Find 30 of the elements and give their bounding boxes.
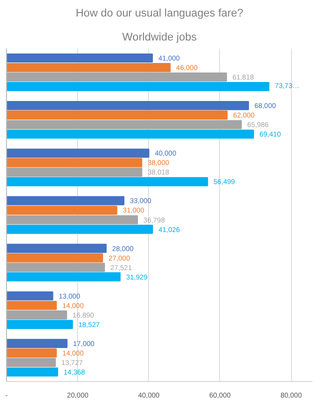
- bar: [6, 262, 105, 272]
- bar: [6, 158, 142, 168]
- bar: [6, 224, 153, 234]
- bar: [6, 310, 68, 320]
- bar: [6, 320, 73, 329]
- chart-title: How do our usual languages fare?: [76, 8, 244, 20]
- bar: [6, 244, 107, 253]
- bar: [6, 82, 270, 92]
- bar: [6, 367, 58, 377]
- bar: [6, 120, 242, 130]
- bar: [6, 148, 150, 158]
- bar: [6, 62, 171, 72]
- bar: [6, 72, 227, 82]
- bar: [6, 110, 228, 120]
- bar: [6, 272, 121, 282]
- bar: [6, 206, 118, 215]
- bar: [6, 168, 142, 177]
- bar: [6, 338, 68, 348]
- bar: [6, 53, 153, 63]
- bar: [6, 215, 138, 224]
- bar: [6, 196, 124, 206]
- bar: [6, 291, 54, 300]
- bar: [6, 177, 208, 186]
- bar: [6, 253, 104, 262]
- bar: [6, 348, 57, 358]
- bar: [6, 101, 249, 110]
- bar: [6, 300, 57, 310]
- bar: [6, 358, 56, 368]
- bar: [6, 130, 254, 139]
- chart-subtitle: Worldwide jobs: [122, 32, 198, 44]
